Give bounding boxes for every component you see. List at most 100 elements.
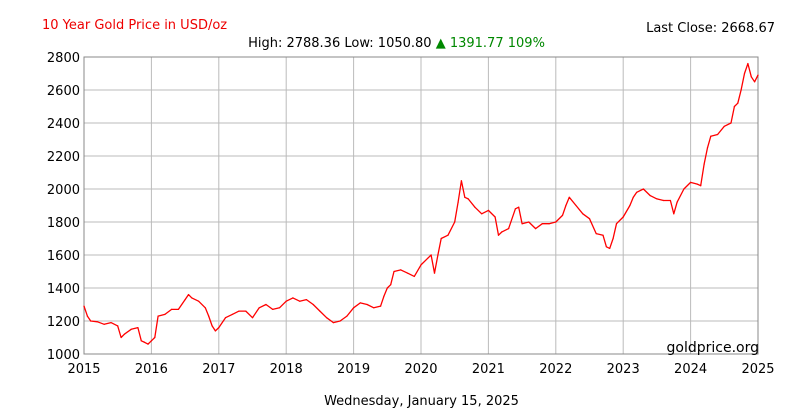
price-point (575, 204, 577, 207)
price-point (238, 310, 240, 312)
price-point (86, 315, 88, 317)
plot-area-border (83, 56, 759, 355)
last-close: Last Close: 2668.67 (646, 21, 775, 36)
price-point (187, 294, 190, 296)
price-point (447, 234, 449, 236)
change-percent: 109% (507, 36, 545, 51)
price-point (406, 272, 409, 274)
price-point (460, 180, 462, 182)
price-point (673, 213, 675, 215)
price-point (521, 223, 523, 225)
price-point (656, 198, 658, 200)
price-point (747, 63, 749, 65)
price-point (154, 336, 156, 339)
change-up-arrow-icon: ▲ (435, 36, 446, 51)
price-point (605, 246, 608, 248)
price-point (204, 307, 206, 309)
x-tick-label: 2019 (337, 362, 370, 377)
price-point (383, 295, 385, 297)
price-point (518, 206, 520, 208)
price-point (649, 195, 651, 197)
price-point (83, 305, 85, 307)
price-point (669, 199, 672, 202)
y-tick-label: 1600 (47, 249, 80, 264)
price-point (683, 188, 685, 190)
price-series-line (83, 62, 759, 345)
price-point (299, 300, 301, 302)
price-point (636, 191, 638, 193)
price-point (332, 322, 334, 324)
price-point (191, 297, 193, 299)
price-point (140, 340, 142, 342)
watermark: goldprice.org (667, 340, 759, 356)
price-point (612, 237, 614, 240)
price-point (430, 254, 432, 256)
price-point (420, 264, 422, 266)
price-point (730, 122, 732, 124)
price-point (555, 221, 557, 223)
price-point (157, 315, 159, 317)
x-tick-label: 2020 (404, 362, 437, 377)
price-point (312, 303, 314, 306)
price-point (177, 308, 179, 310)
price-point (481, 213, 483, 215)
x-tick-label: 2015 (67, 362, 100, 377)
price-point (457, 201, 459, 203)
price-point (96, 321, 99, 323)
price-point (740, 89, 742, 91)
price-point (171, 308, 173, 310)
price-point (541, 223, 543, 225)
price-point (696, 183, 698, 185)
price-point (700, 185, 702, 187)
chart-marks (83, 62, 759, 345)
price-point (144, 341, 146, 343)
price-point (90, 320, 92, 322)
low-value: 1050.80 (377, 36, 432, 51)
price-point (208, 315, 210, 317)
price-point (750, 76, 752, 78)
price-point (353, 307, 355, 309)
price-point (609, 247, 611, 249)
y-tick-label: 1800 (47, 216, 80, 231)
price-point (440, 237, 442, 240)
last-close-value: 2668.67 (721, 21, 775, 36)
price-point (390, 284, 392, 286)
price-point (224, 317, 227, 319)
price-point (258, 307, 260, 309)
low-label: Low: (344, 36, 374, 51)
price-point (117, 325, 119, 327)
price-point (326, 317, 328, 319)
price-point (373, 307, 375, 309)
price-point (437, 254, 439, 256)
change-value: 1391.77 (449, 36, 504, 51)
x-axis-ticks: 2015 2016 2017 2018 2019 2020 2021 2022 2023 2024… (67, 362, 774, 377)
high-label: High: (248, 36, 283, 51)
price-point (497, 234, 500, 236)
price-point (717, 133, 719, 136)
price-point (380, 305, 382, 307)
price-point (690, 181, 692, 183)
price-point (757, 74, 759, 76)
price-point (110, 322, 112, 324)
price-point (218, 327, 220, 329)
price-point (120, 336, 122, 339)
price-point (231, 313, 233, 315)
price-point (561, 214, 564, 216)
y-tick-label: 2800 (47, 51, 80, 66)
price-point (464, 196, 466, 198)
price-point (733, 105, 736, 108)
price-point (723, 125, 725, 127)
price-point (164, 313, 166, 315)
x-tick-label: 2024 (674, 362, 707, 377)
price-point (137, 327, 139, 329)
price-point (278, 307, 281, 309)
high-value: 2788.36 (286, 36, 341, 51)
price-point (501, 231, 503, 233)
price-point (198, 300, 200, 302)
x-tick-label: 2025 (741, 362, 774, 377)
price-point (582, 213, 584, 215)
price-point (676, 201, 678, 203)
price-point (622, 216, 624, 218)
price-point (467, 198, 469, 200)
